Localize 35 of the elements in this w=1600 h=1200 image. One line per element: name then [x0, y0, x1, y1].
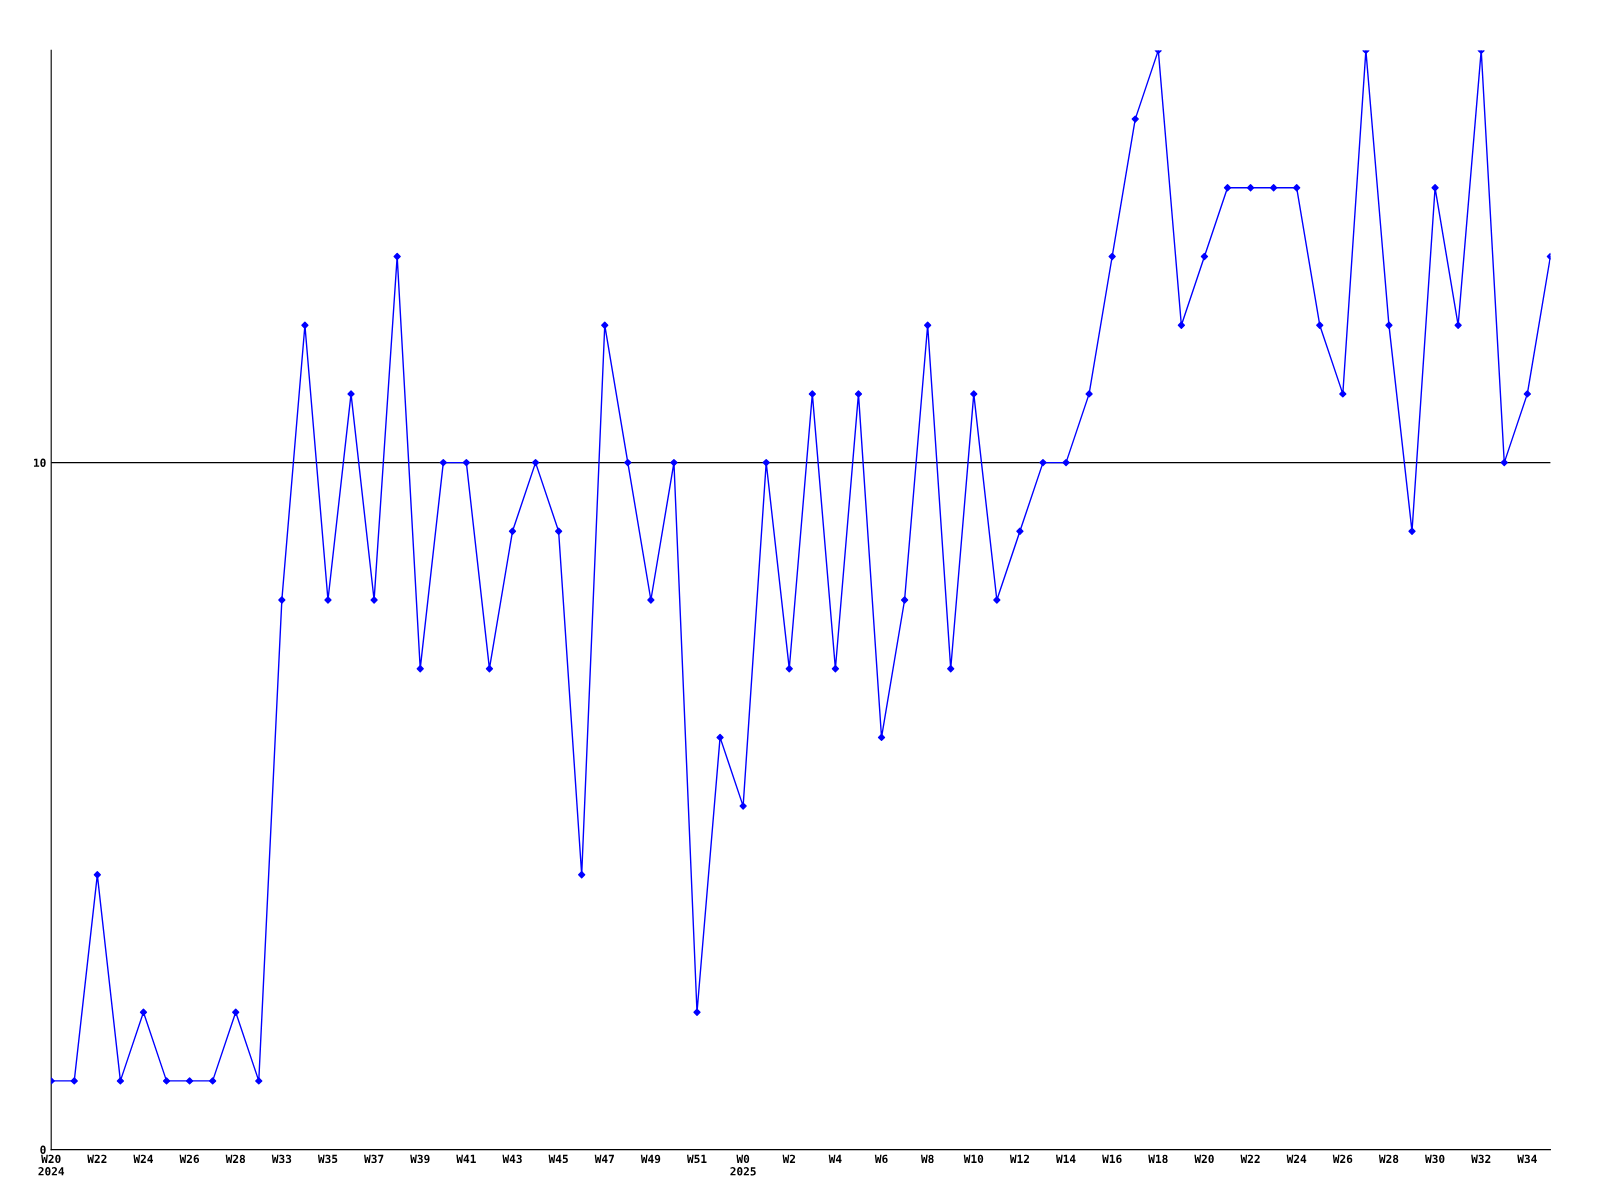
x-tick-label: W41	[456, 1154, 476, 1163]
y-tick-label: 0	[40, 1145, 46, 1154]
x-tick-label: W6	[874, 1154, 888, 1164]
x-tick-label: W20 2024	[38, 1154, 65, 1176]
x-tick-label: W24	[1286, 1154, 1307, 1163]
x-tick-label: W33	[271, 1154, 292, 1164]
x-tick-label: W22	[1240, 1154, 1260, 1163]
x-tick-label: W22	[87, 1154, 107, 1163]
x-tick-label: W8	[920, 1154, 934, 1164]
x-tick-label: W39	[410, 1154, 430, 1164]
x-tick-label: W14	[1056, 1154, 1076, 1163]
x-tick-label: W4	[828, 1154, 842, 1163]
x-tick-label: W20	[1194, 1154, 1214, 1164]
x-tick-label: W47	[594, 1154, 614, 1163]
x-tick-label: W0 2025	[730, 1154, 756, 1176]
x-tick-label: W51	[686, 1154, 707, 1164]
x-tick-label: W35	[317, 1154, 338, 1164]
x-tick-label: W28	[1378, 1154, 1399, 1164]
x-tick-label: W10	[963, 1154, 984, 1164]
x-tick-label: W12	[1009, 1154, 1030, 1163]
y-tick-label: 10	[33, 458, 46, 467]
x-tick-label: W37	[364, 1154, 384, 1164]
x-tick-label: W49	[640, 1154, 661, 1164]
x-tick-label: W16	[1102, 1154, 1122, 1164]
x-tick-label: W28	[225, 1154, 246, 1164]
x-tick-label: W30	[1425, 1154, 1445, 1164]
x-tick-label: W26	[179, 1154, 200, 1164]
x-tick-label: W24	[133, 1154, 153, 1163]
x-tick-label: W32	[1471, 1154, 1491, 1164]
x-tick-label: W18	[1148, 1154, 1168, 1164]
x-tick-label: W2	[782, 1154, 796, 1163]
x-tick-label: W45	[548, 1154, 568, 1164]
x-tick-label: W43	[502, 1154, 522, 1164]
x-tick-label: W34	[1517, 1154, 1537, 1164]
x-tick-label: W26	[1332, 1154, 1353, 1164]
